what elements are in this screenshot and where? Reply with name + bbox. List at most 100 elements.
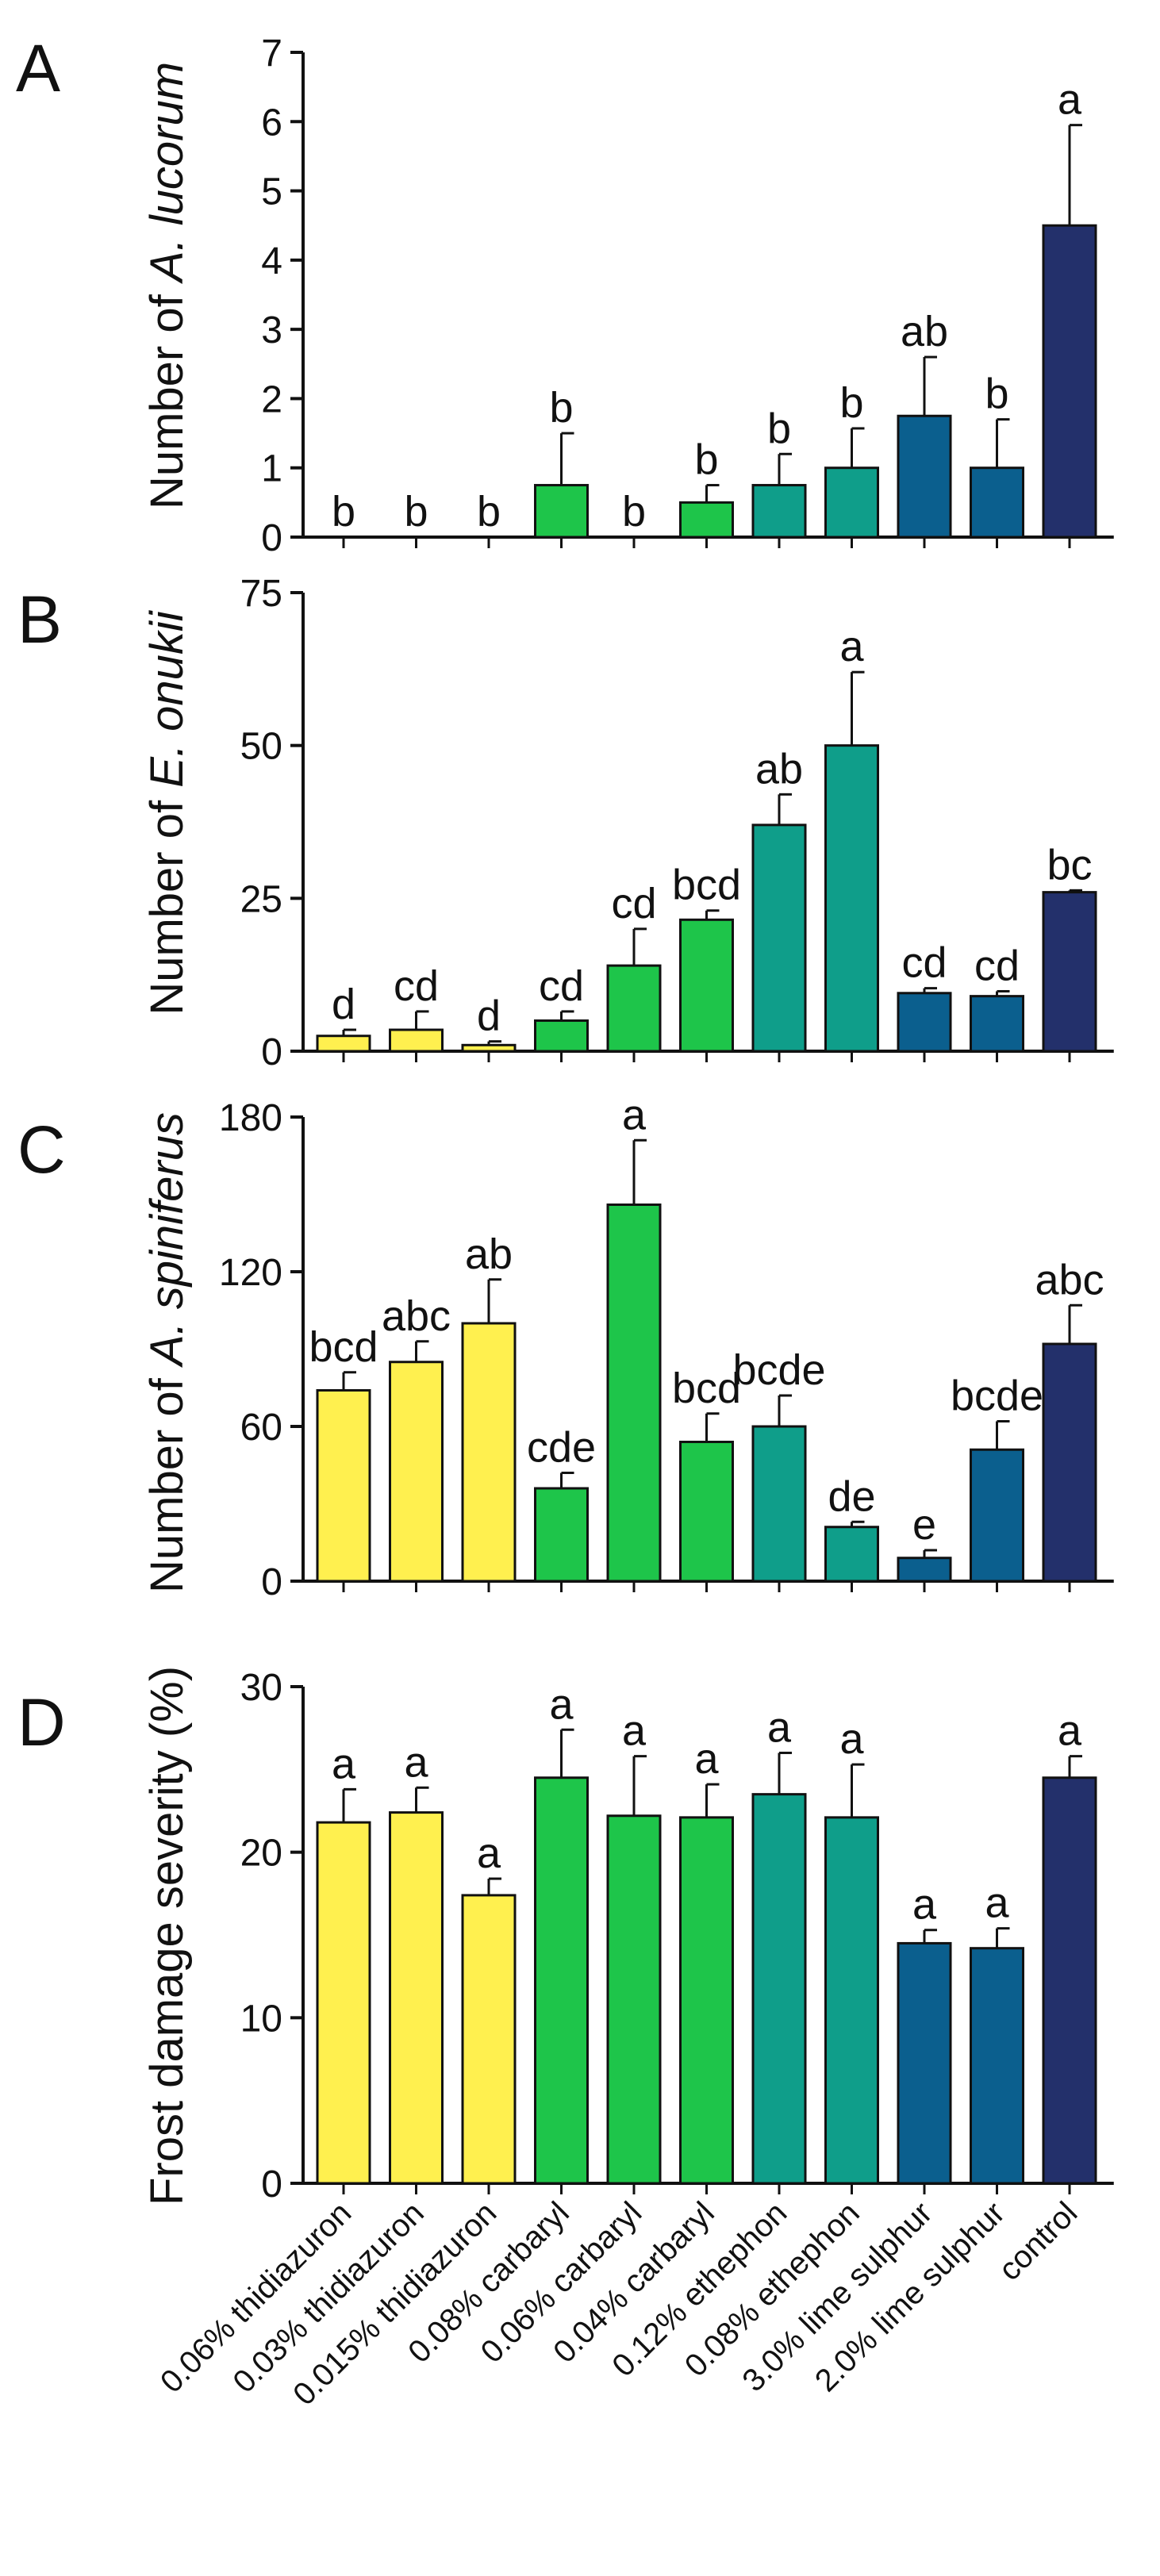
bar: [970, 1947, 1024, 2185]
bar: [824, 1816, 879, 2185]
y-tick-label: 1: [261, 448, 282, 490]
y-tick-label: 50: [240, 726, 282, 768]
bar: [679, 1441, 734, 1583]
bar: [970, 466, 1024, 539]
significance-letter: ab: [901, 308, 948, 355]
y-tick-label: 0: [261, 1561, 282, 1603]
bar: [461, 1894, 517, 2185]
significance-letter: a: [1058, 76, 1082, 124]
bar: [897, 992, 952, 1053]
significance-letter: e: [912, 1501, 936, 1549]
significance-letter: bc: [1047, 841, 1092, 889]
bar: [679, 918, 734, 1053]
bar: [824, 466, 879, 539]
y-axis-label-text: Frost damage severity (%): [141, 1666, 193, 2206]
significance-letter: b: [694, 436, 718, 484]
bar: [751, 823, 807, 1053]
y-axis-label-text: Number of: [141, 282, 193, 509]
panel-letter: C: [17, 1112, 66, 1187]
y-axis-label-text: Number of: [141, 1365, 193, 1593]
y-tick-label: 10: [240, 1998, 282, 2040]
bar: [534, 1776, 589, 2185]
y-axis-label-text: Number of: [141, 788, 193, 1015]
bar: [389, 1361, 444, 1583]
bar: [897, 414, 952, 539]
significance-letter: d: [332, 981, 355, 1028]
y-axis-label: Number of A. lucorum: [141, 62, 193, 509]
bar: [389, 1028, 444, 1053]
bar: [1042, 224, 1097, 539]
significance-letter: a: [839, 1715, 864, 1763]
significance-letter: bcd: [672, 1365, 741, 1412]
y-tick-label: 0: [261, 517, 282, 559]
bar: [824, 1526, 879, 1583]
significance-letter: abc: [382, 1292, 451, 1340]
significance-letter: a: [622, 1707, 647, 1755]
bar: [606, 964, 662, 1053]
significance-letter: cde: [527, 1424, 596, 1472]
y-axis-label-species: E. onukii: [141, 609, 193, 788]
significance-letter: b: [477, 488, 501, 536]
bar: [970, 1448, 1024, 1583]
y-tick-label: 180: [219, 1097, 282, 1139]
bar: [389, 1811, 444, 2185]
bar: [461, 1322, 517, 1583]
y-axis-label: Number of E. onukii: [141, 609, 193, 1015]
y-tick-label: 60: [240, 1407, 282, 1449]
bar: [316, 1821, 371, 2185]
bar: [751, 484, 807, 539]
significance-letter: bcde: [732, 1346, 825, 1394]
significance-letter: de: [828, 1472, 875, 1520]
significance-letter: cd: [539, 962, 584, 1010]
significance-letter: a: [404, 1738, 428, 1786]
significance-letter: a: [332, 1740, 356, 1787]
y-tick-label: 5: [261, 171, 282, 213]
x-category-label: control: [992, 2195, 1084, 2287]
y-axis-label-species: A. spiniferus: [141, 1112, 193, 1368]
significance-letter: a: [985, 1879, 1009, 1927]
y-tick-label: 7: [261, 33, 282, 75]
y-tick-label: 0: [261, 2163, 282, 2206]
significance-letter: bcde: [951, 1372, 1043, 1420]
y-tick-label: 0: [261, 1031, 282, 1073]
significance-letter: a: [1058, 1707, 1082, 1755]
bar: [1042, 891, 1097, 1053]
bar: [534, 484, 589, 539]
significance-letter: a: [622, 1091, 647, 1138]
bar: [970, 995, 1024, 1053]
significance-letter: cd: [611, 880, 656, 927]
significance-letter: a: [694, 1735, 719, 1783]
significance-letter: bcd: [309, 1323, 378, 1371]
bar: [316, 1389, 371, 1583]
significance-letter: d: [477, 992, 501, 1040]
y-tick-label: 120: [219, 1252, 282, 1294]
bar: [316, 1035, 371, 1053]
bar: [461, 1043, 517, 1053]
significance-letter: a: [477, 1829, 501, 1877]
significance-letter: a: [767, 1703, 792, 1751]
significance-letter: a: [839, 623, 864, 670]
bar: [1042, 1776, 1097, 2185]
significance-letter: b: [839, 379, 863, 427]
significance-letter: cd: [974, 942, 1020, 989]
significance-letter: cd: [394, 962, 439, 1010]
y-axis-label-species: A. lucorum: [141, 62, 193, 284]
panel-letter: D: [17, 1685, 66, 1760]
significance-letter: b: [404, 488, 428, 536]
bar: [679, 501, 734, 539]
bar: [897, 1557, 952, 1583]
bar: [751, 1425, 807, 1583]
significance-letter: b: [622, 488, 646, 536]
significance-letter: a: [912, 1881, 937, 1929]
panel-letter: A: [16, 31, 60, 106]
significance-letter: cd: [901, 939, 947, 987]
significance-letter: a: [549, 1680, 574, 1728]
bar: [606, 1204, 662, 1583]
